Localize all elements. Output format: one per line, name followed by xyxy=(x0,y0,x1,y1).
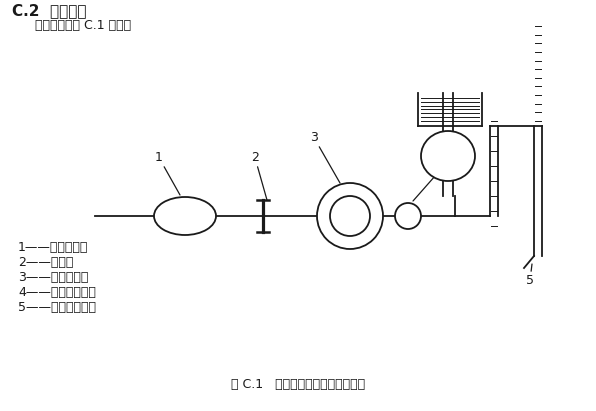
Text: 图 C.1   超压排气阀气密性试验装置: 图 C.1 超压排气阀气密性试验装置 xyxy=(231,378,365,391)
Text: 2——夹子；: 2——夹子； xyxy=(18,256,73,269)
Text: 3——定容腔体；: 3——定容腔体； xyxy=(18,271,88,284)
Text: 5: 5 xyxy=(526,264,534,287)
Circle shape xyxy=(395,203,421,229)
Text: 试验装置如图 C.1 所示：: 试验装置如图 C.1 所示： xyxy=(35,19,131,32)
Text: 5——水柱压力计。: 5——水柱压力计。 xyxy=(18,301,96,314)
Text: 1——抽气手球；: 1——抽气手球； xyxy=(18,241,88,254)
Text: C.2  试验装置: C.2 试验装置 xyxy=(12,3,86,18)
Circle shape xyxy=(317,183,383,249)
Ellipse shape xyxy=(154,197,216,235)
Text: 1: 1 xyxy=(155,151,180,195)
Circle shape xyxy=(330,196,370,236)
Text: 4: 4 xyxy=(413,156,451,201)
Ellipse shape xyxy=(421,131,475,181)
Text: 3: 3 xyxy=(310,131,340,183)
Text: 2: 2 xyxy=(251,151,267,200)
Text: 4——超压排气阀；: 4——超压排气阀； xyxy=(18,286,96,299)
